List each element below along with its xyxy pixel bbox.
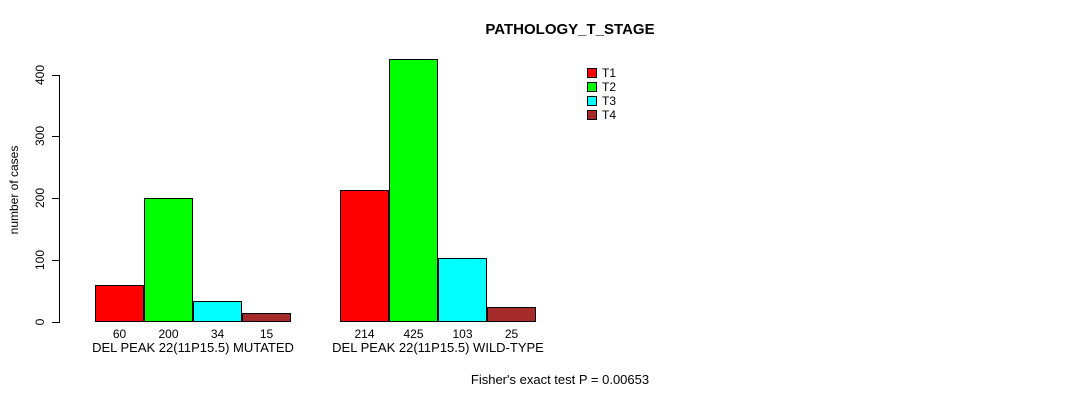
bar-value-label: 15 <box>259 327 274 341</box>
legend-swatch-t1 <box>587 68 597 78</box>
bar-t2 <box>389 59 438 322</box>
bar-value-label: 425 <box>403 327 424 341</box>
y-axis-label: number of cases <box>7 145 21 235</box>
y-tick-label: 200 <box>33 187 47 209</box>
legend: T1 T2 T3 T4 <box>587 66 616 122</box>
bar-value-label: 200 <box>158 327 179 341</box>
legend-swatch-t2 <box>587 82 597 92</box>
bar-value-label: 25 <box>504 327 519 341</box>
group-label: DEL PEAK 22(11P15.5) MUTATED <box>92 340 294 355</box>
bar-value-label: 103 <box>452 327 473 341</box>
legend-item-t4: T4 <box>587 108 616 122</box>
chart-title: PATHOLOGY_T_STAGE <box>485 21 655 38</box>
legend-item-t3: T3 <box>587 94 616 108</box>
bar-value-label: 60 <box>112 327 127 341</box>
legend-swatch-t4 <box>587 110 597 120</box>
y-tick <box>52 260 59 261</box>
bar-t4 <box>487 307 536 322</box>
legend-swatch-t3 <box>587 96 597 106</box>
legend-label: T4 <box>602 108 617 122</box>
annotation-fisher-test: Fisher's exact test P = 0.00653 <box>470 372 650 387</box>
y-axis-line <box>59 75 60 323</box>
bar-t1 <box>340 190 389 322</box>
y-tick <box>52 322 59 323</box>
y-tick <box>52 75 59 76</box>
bar-t1 <box>95 285 144 322</box>
bar-t4 <box>242 313 291 322</box>
bar-value-label: 214 <box>354 327 375 341</box>
legend-label: T2 <box>602 80 617 94</box>
bar-t3 <box>438 258 487 322</box>
legend-item-t1: T1 <box>587 66 616 80</box>
legend-label: T1 <box>602 66 617 80</box>
y-tick <box>52 198 59 199</box>
y-tick <box>52 136 59 137</box>
bar-t2 <box>144 198 193 322</box>
group-label: DEL PEAK 22(11P15.5) WILD-TYPE <box>332 340 544 355</box>
bar-t3 <box>193 301 242 322</box>
legend-item-t2: T2 <box>587 80 616 94</box>
y-tick-label: 400 <box>33 64 47 86</box>
y-tick-label: 300 <box>33 125 47 147</box>
legend-label: T3 <box>602 94 617 108</box>
y-tick-label: 100 <box>33 249 47 271</box>
bar-value-label: 34 <box>210 327 225 341</box>
y-tick-label: 0 <box>33 318 47 326</box>
